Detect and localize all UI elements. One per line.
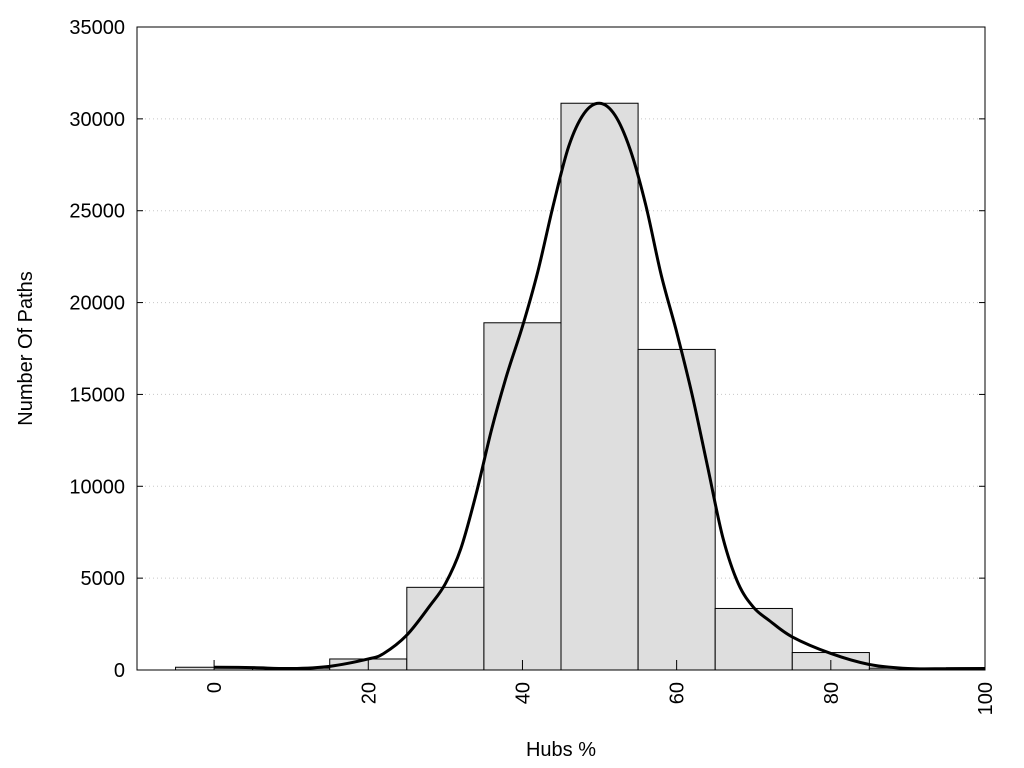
histogram-bar-7 (714, 607, 793, 671)
histogram-bars (175, 102, 986, 671)
y-tick-label: 20000 (69, 293, 125, 315)
x-tick-label: 0 (204, 682, 226, 693)
x-tick-label: 80 (821, 682, 843, 704)
y-tick-label: 25000 (69, 201, 125, 223)
x-axis-ticks: 0 20 40 60 80 100 (204, 660, 997, 715)
density-curve-line (214, 101, 986, 671)
y-tick-label: 0 (114, 660, 125, 682)
y-tick-label: 5000 (81, 568, 126, 590)
x-tick-label: 20 (358, 682, 380, 704)
histogram-bar-3 (406, 586, 485, 671)
histogram-bar-4 (483, 322, 562, 671)
y-tick-label: 15000 (69, 384, 125, 406)
x-tick-label: 60 (667, 682, 689, 704)
x-tick-label: 40 (512, 682, 534, 704)
y-axis-ticks: 0 5000 10000 15000 20000 25000 30000 35000 (69, 17, 985, 682)
histogram-bar-5 (560, 102, 639, 671)
y-tick-label: 30000 (69, 109, 125, 131)
x-tick-label: 100 (975, 682, 997, 715)
y-tick-label: 35000 (69, 17, 125, 39)
y-axis-label: Number Of Paths (15, 271, 37, 426)
y-tick-label: 10000 (69, 476, 125, 498)
x-axis-label: Hubs % (526, 739, 596, 761)
histogram-bar-6 (637, 348, 716, 671)
density-curve (214, 101, 986, 671)
plot-frame (136, 26, 986, 671)
